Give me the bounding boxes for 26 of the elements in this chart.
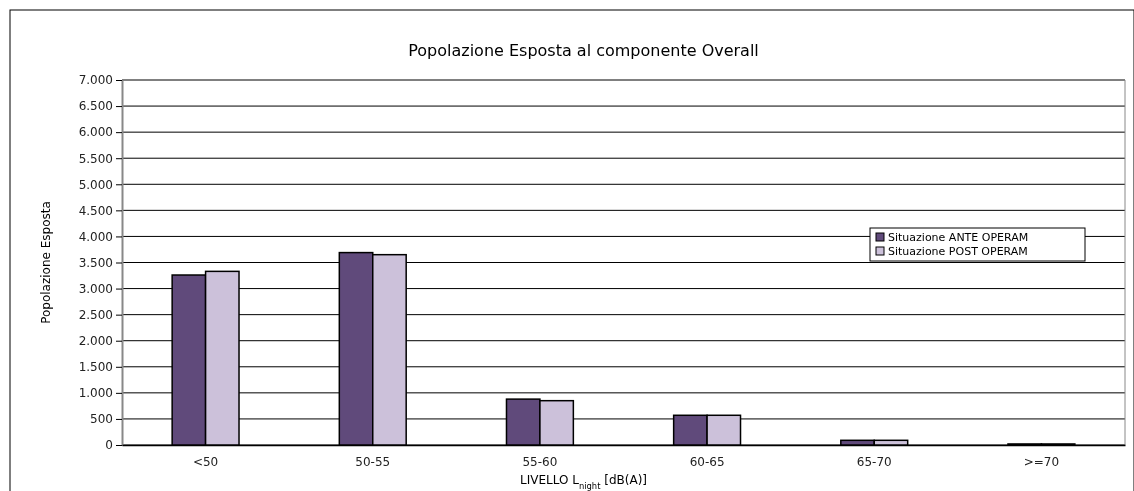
y-tick-label: 6.500 <box>78 99 113 114</box>
y-tick-label: 7.000 <box>78 73 113 88</box>
x-tick-label: 65-70 <box>856 454 892 469</box>
y-tick-label: 4.500 <box>78 203 113 218</box>
y-tick-label: 6.000 <box>78 125 113 140</box>
y-axis-title: Popolazione Esposta <box>39 201 53 324</box>
y-tick-label: 5.500 <box>78 151 113 166</box>
y-tick-label: 1.000 <box>78 386 113 401</box>
legend-label: Situazione POST OPERAM <box>888 245 1028 258</box>
y-tick-label: 3.500 <box>78 255 113 270</box>
y-tick-label: 500 <box>90 412 113 427</box>
y-tick-label: 2.500 <box>78 307 113 322</box>
legend-label: Situazione ANTE OPERAM <box>888 231 1029 244</box>
y-tick-label: 4.000 <box>78 229 113 244</box>
x-tick-label: >=70 <box>1023 454 1060 469</box>
y-tick-label: 3.000 <box>78 281 113 296</box>
y-tick-label: 0 <box>105 438 113 453</box>
y-tick-label: 5.000 <box>78 177 113 192</box>
x-tick-label: 60-65 <box>689 454 725 469</box>
y-tick-label: 1.500 <box>78 360 113 375</box>
x-tick-label: 55-60 <box>522 454 558 469</box>
chart-title: Popolazione Esposta al componente Overall <box>408 41 759 60</box>
x-tick-label: <50 <box>192 454 219 469</box>
y-tick-label: 2.000 <box>78 334 113 349</box>
x-tick-label: 50-55 <box>355 454 391 469</box>
x-axis-title: LIVELLO L$_{night}$ [dB(A)] <box>519 473 648 491</box>
